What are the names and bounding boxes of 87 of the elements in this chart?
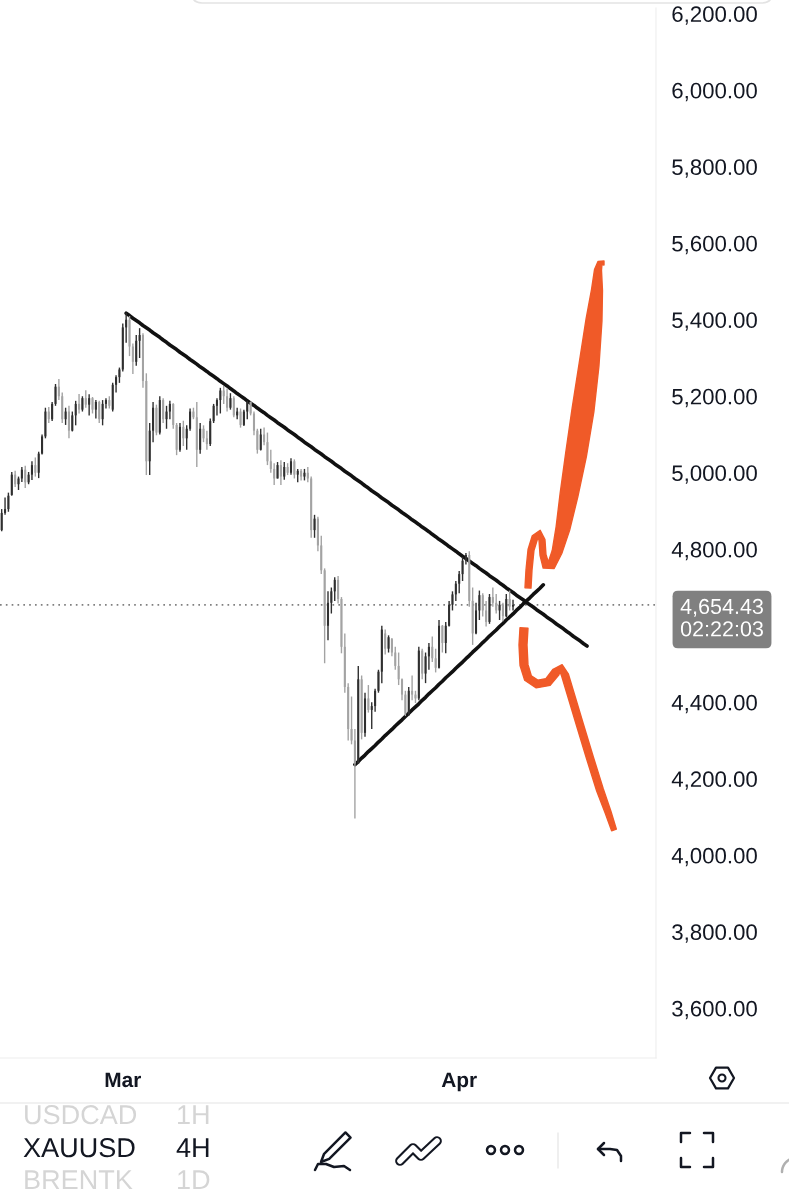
candlestick [74,400,77,427]
candlestick [205,429,208,451]
candlestick [101,399,104,427]
candlestick [7,491,10,513]
candlestick [94,399,97,420]
x-tick-label: Apr [441,1072,477,1092]
candlestick [411,674,414,702]
candlestick [209,417,212,447]
candlestick [24,465,27,489]
candlestick [259,428,262,452]
candlestick [155,403,158,436]
y-tick-label: 5,000.00 [672,465,757,484]
candlestick [182,420,185,447]
candlestick [199,422,202,455]
candlestick [384,628,387,656]
candlestick [276,461,279,480]
candlestick [471,586,474,646]
candlestick [108,395,111,410]
candlestick [427,642,430,671]
candlestick [91,396,94,415]
candlestick [488,593,491,625]
candlestick [323,567,326,664]
candlestick [353,728,356,820]
text: XAUUSD [23,1138,135,1158]
candlestick [71,410,74,433]
candlestick [175,422,178,456]
y-tick-label: 5,800.00 [672,159,757,178]
x-tick-label: Mar [105,1072,141,1088]
candlestick [232,395,235,418]
candlestick [505,593,508,619]
y-tick-label: 4,200.00 [671,771,757,790]
candlestick [168,400,171,420]
candlestick [404,690,407,717]
y-tick-label: 4,000.00 [671,847,757,867]
candlestick [162,397,165,424]
candlestick [266,431,269,466]
candlestick [67,405,71,440]
candlestick [135,334,138,367]
candlestick [501,602,504,622]
candlestick [326,590,330,641]
candlestick [431,635,434,663]
candlestick [98,400,101,424]
candlestick [219,387,222,415]
candlestick [78,393,81,415]
candlestick [434,648,437,674]
candlestick [360,674,363,741]
y-tick-label: 4,400.00 [671,694,757,714]
candlestick [286,462,289,476]
candlestick [30,460,33,481]
candlestick [229,392,232,411]
candlestick [421,648,424,681]
y-tick-label: 6,000.00 [672,82,757,102]
candlestick [397,651,400,686]
candlestick [37,451,40,479]
candlestick [138,327,141,359]
y-tick-label: 3,800.00 [672,924,757,943]
candlestick [511,599,515,612]
candlestick [293,458,296,480]
ref-line-label: 4,654.43 02:22:03 [680,598,763,637]
y-tick-label: 3,600.00 [672,1000,757,1020]
candlestick [226,387,229,413]
candlestick [44,407,47,440]
candlestick [407,686,410,717]
candlestick [441,624,444,654]
candlestick [333,576,336,602]
y-tick-label: 5,400.00 [672,312,757,331]
candlestick [239,407,242,429]
candlestick [34,456,37,478]
candlestick [508,589,511,612]
candlestick [165,405,168,430]
candlestick [313,514,316,539]
y-tick-label: 6,200.00 [672,6,757,25]
candlestick [10,471,13,497]
y-tick-label: 4,800.00 [671,541,757,561]
candlestick [172,402,175,430]
y-tick-label: 5,600.00 [672,235,757,255]
candlestick [387,634,390,654]
candlestick [303,468,306,482]
candlestick [491,586,494,608]
text: 4H [176,1138,209,1157]
candlestick [461,556,464,582]
candlestick [279,459,282,486]
candlestick [178,422,182,453]
candlestick [88,393,91,417]
y-tick-label: 5,200.00 [672,388,757,408]
candlestick [367,684,370,714]
candlestick [81,395,84,413]
